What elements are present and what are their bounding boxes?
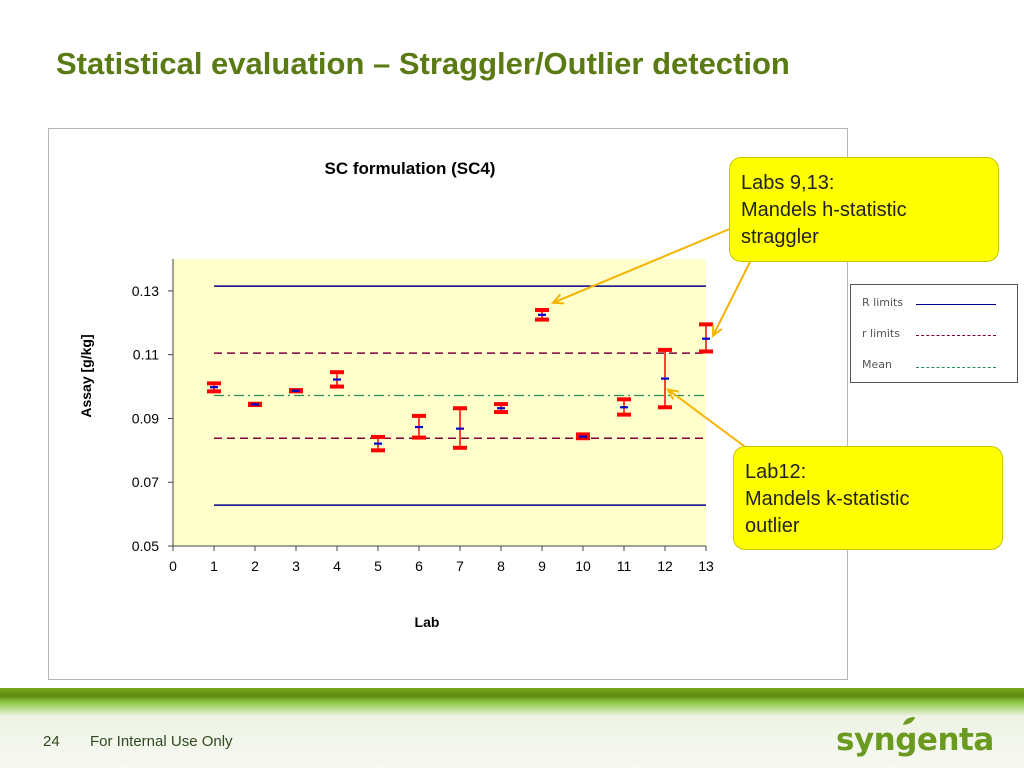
legend-line-solid (916, 304, 996, 305)
callout-straggler-line-3: straggler (741, 226, 819, 248)
chart-title: SC formulation (SC4) (325, 159, 496, 178)
legend-label-r-limits-upper: R limits (862, 296, 904, 309)
page-number: 24 (43, 733, 60, 750)
x-tick-label: 9 (538, 558, 546, 574)
x-tick-label: 11 (617, 558, 632, 574)
legend-line-dashed (916, 335, 996, 336)
x-tick-label: 6 (415, 558, 423, 574)
x-tick-label: 8 (497, 558, 505, 574)
y-tick-label: 0.05 (132, 538, 159, 554)
callout-outlier-line-2: Mandels k-statistic (745, 488, 910, 510)
legend-label-r-limits: r limits (862, 327, 900, 340)
callout-outlier-line-1: Lab12: (745, 461, 807, 483)
footer-text: For Internal Use Only (90, 733, 233, 750)
callout-outlier-line-3: outlier (745, 515, 800, 537)
x-tick-label: 3 (292, 558, 300, 574)
y-tick-label: 0.11 (133, 347, 159, 363)
y-axis-label: Assay [g/kg] (78, 334, 94, 417)
x-tick-label: 13 (698, 558, 714, 574)
callout-straggler-line-2: Mandels h-statistic (741, 199, 907, 221)
legend-label-mean: Mean (862, 358, 892, 371)
x-tick-label: 1 (210, 558, 218, 574)
x-tick-label: 4 (333, 558, 341, 574)
legend-line-dash-dot (916, 367, 996, 368)
y-tick-label: 0.07 (132, 474, 159, 490)
x-tick-label: 12 (657, 558, 673, 574)
x-axis-label: Lab (415, 614, 440, 630)
logo-leaf-icon (903, 717, 915, 725)
callout-outlier: Lab12: Mandels k-statistic outlier (733, 446, 1003, 550)
callout-straggler: Labs 9,13: Mandels h-statistic straggler (729, 157, 999, 262)
callout-straggler-line-1: Labs 9,13: (741, 172, 835, 194)
x-tick-label: 5 (374, 558, 382, 574)
chart: SC formulation (SC4) Lab Assay [g/kg] 0.05 0… (78, 159, 714, 630)
x-tick-label: 2 (251, 558, 259, 574)
slide-title: Statistical evaluation – Straggler/Outli… (56, 46, 790, 81)
chart-area: SC formulation (SC4) Lab Assay [g/kg] 0.05 0… (48, 128, 848, 680)
x-tick-label: 0 (169, 558, 177, 574)
chart-legend: R limits r limits Mean (850, 284, 1018, 383)
syngenta-logo: syngenta (836, 722, 994, 758)
y-tick-label: 0.09 (132, 410, 159, 426)
footer-band (0, 688, 1024, 768)
y-tick-label: 0.13 (132, 283, 159, 299)
x-tick-label: 10 (575, 558, 591, 574)
x-tick-label: 7 (456, 558, 464, 574)
